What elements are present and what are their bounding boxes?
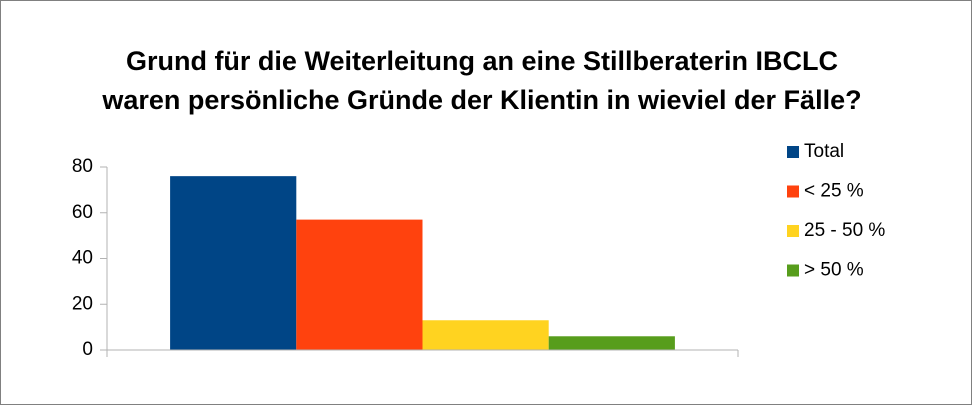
y-tick-label: 40 (72, 248, 93, 269)
y-tick-label: 60 (72, 202, 93, 223)
bar (296, 219, 423, 350)
legend-swatch (787, 185, 799, 198)
bar (422, 320, 549, 350)
bar (170, 176, 297, 350)
legend-label: < 25 % (804, 181, 864, 202)
y-tick-label: 20 (72, 293, 93, 314)
legend-label: Total (804, 141, 844, 162)
legend-swatch (787, 146, 799, 158)
y-tick-label: 80 (72, 156, 93, 177)
y-tick-label: 0 (82, 339, 93, 360)
legend-swatch (787, 264, 799, 277)
legend-label: 25 - 50 % (804, 220, 885, 241)
legend-swatch (787, 225, 799, 237)
bar (548, 336, 675, 350)
chart-title: Grund für die Weiterleitung an eine Stil… (126, 46, 838, 76)
legend-label: > 50 % (804, 260, 864, 281)
chart-title: waren persönliche Gründe der Klientin in… (101, 85, 861, 115)
